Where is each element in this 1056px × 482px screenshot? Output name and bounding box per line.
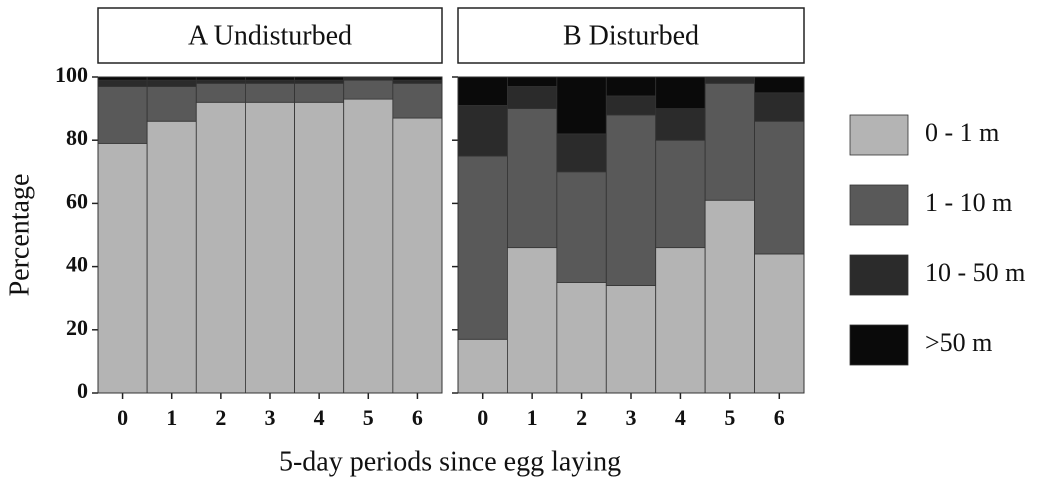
bar-segment bbox=[457, 155, 508, 340]
y-axis-label: Percentage bbox=[4, 174, 35, 297]
y-tick-label: 0 bbox=[77, 378, 88, 403]
x-tick-label: 4 bbox=[675, 405, 686, 430]
legend-label: 10 - 50 m bbox=[925, 258, 1025, 287]
bar-segment bbox=[507, 76, 558, 87]
bar-segment bbox=[97, 79, 148, 87]
plot-frame bbox=[457, 76, 805, 394]
bar-segment bbox=[704, 199, 755, 394]
bar-segment bbox=[245, 79, 295, 84]
x-tick-label: 6 bbox=[774, 405, 785, 430]
x-tick-label: 4 bbox=[314, 405, 325, 430]
panel-title: A Undisturbed bbox=[188, 20, 352, 51]
panel-title: B Disturbed bbox=[563, 20, 699, 51]
bar-segment bbox=[507, 247, 558, 394]
bar-segment bbox=[704, 82, 755, 201]
bar-segment bbox=[605, 114, 657, 286]
bar-segment bbox=[507, 108, 558, 249]
bar-segment bbox=[343, 98, 394, 394]
x-tick-label: 0 bbox=[117, 405, 128, 430]
bar-segment bbox=[605, 95, 657, 116]
bar-segment bbox=[245, 82, 295, 103]
bar-segment bbox=[556, 76, 607, 135]
y-tick-label: 80 bbox=[66, 125, 88, 150]
bar-segment bbox=[146, 86, 197, 122]
bar-segment bbox=[195, 79, 246, 84]
x-tick-label: 1 bbox=[166, 405, 177, 430]
x-axis-label: 5-day periods since egg laying bbox=[279, 446, 621, 477]
legend-label: >50 m bbox=[925, 328, 992, 357]
legend-swatch bbox=[849, 184, 909, 226]
bar-segment bbox=[195, 101, 246, 394]
x-tick-label: 0 bbox=[477, 405, 488, 430]
bar-segment bbox=[605, 76, 657, 97]
panel-title-box bbox=[97, 7, 443, 64]
y-tick-label: 20 bbox=[66, 315, 88, 340]
legend-swatch bbox=[849, 114, 909, 156]
bar-segment bbox=[294, 79, 345, 84]
bar-segment bbox=[97, 142, 148, 394]
x-tick-label: 5 bbox=[363, 405, 374, 430]
y-tick-label: 100 bbox=[55, 62, 88, 87]
y-tick-label: 40 bbox=[66, 252, 88, 277]
bar-segment bbox=[556, 133, 607, 173]
legend-label: 0 - 1 m bbox=[925, 118, 999, 147]
x-tick-label: 2 bbox=[576, 405, 587, 430]
bar-segment bbox=[655, 76, 706, 110]
x-tick-label: 1 bbox=[527, 405, 538, 430]
panel-title-box bbox=[457, 7, 805, 64]
bar-segment bbox=[556, 281, 607, 394]
bar-segment bbox=[754, 253, 805, 394]
bar-segment bbox=[245, 101, 295, 394]
bar-segment bbox=[343, 79, 394, 100]
bar-segment bbox=[195, 82, 246, 103]
bar-segment bbox=[754, 92, 805, 122]
x-tick-label: 3 bbox=[626, 405, 637, 430]
bar-segment bbox=[457, 105, 508, 157]
x-tick-label: 6 bbox=[412, 405, 423, 430]
x-tick-label: 5 bbox=[724, 405, 735, 430]
bar-segment bbox=[605, 285, 657, 394]
bar-segment bbox=[704, 76, 755, 84]
bar-segment bbox=[392, 82, 443, 119]
bar-segment bbox=[754, 120, 805, 255]
legend-swatch bbox=[849, 324, 909, 366]
bar-segment bbox=[97, 86, 148, 144]
bar-segment bbox=[457, 338, 508, 394]
bar-segment bbox=[556, 171, 607, 283]
bar-segment bbox=[507, 86, 558, 110]
bar-segment bbox=[392, 117, 443, 394]
plot-frame bbox=[97, 76, 443, 394]
bar-segment bbox=[146, 120, 197, 394]
bar-segment bbox=[655, 108, 706, 141]
bar-segment bbox=[457, 76, 508, 106]
bar-segment bbox=[294, 101, 345, 394]
x-tick-label: 3 bbox=[265, 405, 276, 430]
legend-label: 1 - 10 m bbox=[925, 188, 1012, 217]
bar-segment bbox=[392, 79, 443, 84]
bar-segment bbox=[146, 79, 197, 87]
legend-swatch bbox=[849, 254, 909, 296]
y-tick-label: 60 bbox=[66, 188, 88, 213]
bar-segment bbox=[754, 76, 805, 94]
bar-segment bbox=[294, 82, 345, 103]
bar-segment bbox=[655, 247, 706, 394]
bar-segment bbox=[655, 139, 706, 249]
x-tick-label: 2 bbox=[215, 405, 226, 430]
